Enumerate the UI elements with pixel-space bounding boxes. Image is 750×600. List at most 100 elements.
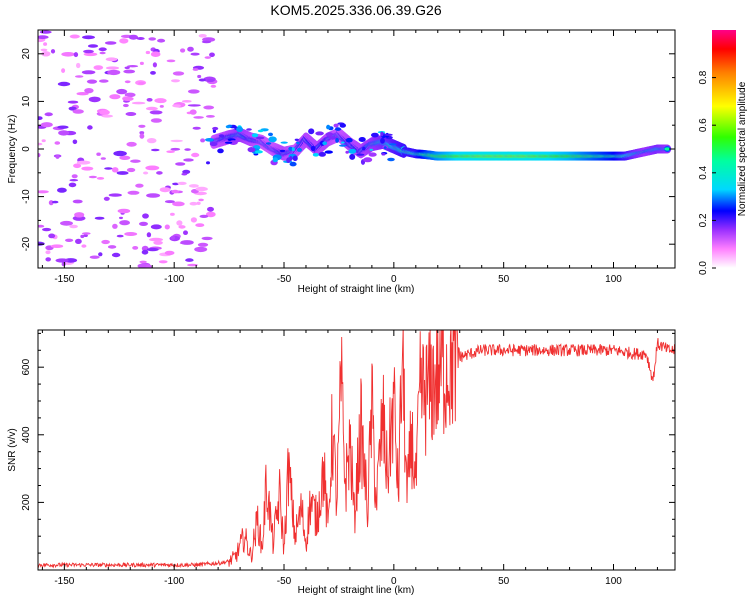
- noise-blob: [206, 78, 215, 83]
- ridge-fragment: [328, 136, 338, 140]
- ridge-fragment: [251, 133, 259, 138]
- spectrogram-y-tick-label: -20: [21, 237, 32, 252]
- ridge-fragment: [345, 137, 353, 143]
- noise-blob: [119, 155, 131, 160]
- ridge-fragment: [387, 157, 395, 162]
- noise-blob: [164, 250, 175, 256]
- noise-blob: [181, 100, 192, 103]
- noise-blob: [83, 49, 94, 54]
- ridge-fragment: [334, 127, 342, 131]
- noise-blob: [73, 163, 82, 169]
- noise-blob: [143, 171, 149, 175]
- noise-blob: [69, 179, 79, 182]
- ridge-fragment: [291, 147, 295, 152]
- noise-blob: [68, 182, 77, 188]
- noise-blob: [99, 51, 106, 55]
- noise-blob: [189, 109, 197, 115]
- noise-blob: [210, 84, 217, 88]
- noise-blob: [93, 65, 104, 70]
- noise-blob: [127, 190, 140, 195]
- noise-blob: [61, 68, 66, 73]
- ridge-fragment: [247, 147, 256, 153]
- figure-title: KOM5.2025.336.06.39.G26: [270, 2, 441, 18]
- noise-blob: [139, 133, 145, 139]
- noise-blob: [44, 112, 53, 117]
- noise-blob: [136, 37, 145, 40]
- noise-blob: [76, 92, 89, 96]
- noise-blob: [125, 112, 137, 116]
- noise-blob: [69, 34, 80, 39]
- noise-blob: [124, 80, 131, 84]
- noise-blob: [69, 224, 78, 229]
- noise-blob: [107, 245, 117, 249]
- ridge-fragment: [326, 124, 331, 130]
- noise-blob: [158, 260, 168, 264]
- noise-blob: [146, 193, 161, 198]
- noise-blob: [150, 71, 156, 75]
- ridge-fragment: [212, 126, 219, 131]
- snr-y-label: SNR (v/v): [7, 428, 18, 471]
- ridge-fragment: [318, 152, 326, 157]
- noise-blob: [207, 206, 214, 212]
- colorbar-gradient: [712, 30, 736, 268]
- noise-blob: [75, 75, 84, 78]
- noise-blob: [145, 165, 160, 171]
- noise-blob: [139, 131, 145, 135]
- noise-blob: [199, 214, 209, 218]
- noise-blob: [58, 130, 70, 136]
- noise-blob: [170, 139, 183, 143]
- noise-blob: [104, 41, 117, 45]
- noise-blob: [191, 152, 200, 158]
- ridge-fragment: [257, 129, 264, 133]
- ridge-fragment: [268, 132, 273, 137]
- noise-blob: [103, 196, 110, 201]
- noise-blob: [87, 125, 93, 130]
- noise-blob: [86, 79, 98, 84]
- noise-blob: [195, 186, 208, 192]
- ridge-fragment: [358, 137, 366, 142]
- noise-blob: [124, 66, 130, 70]
- noise-blob: [52, 200, 59, 204]
- ridge-fragment: [255, 136, 265, 140]
- noise-blob: [38, 153, 41, 158]
- noise-blob: [164, 224, 170, 230]
- noise-blob: [139, 221, 148, 226]
- noise-blob: [201, 236, 213, 241]
- noise-blob: [177, 181, 187, 185]
- noise-blob: [166, 59, 176, 63]
- spectrogram-y-label: Frequency (Hz): [7, 115, 18, 184]
- colorbar-tick-label: 0.2: [698, 213, 709, 227]
- noise-blob: [138, 124, 146, 128]
- ridge-fragment: [349, 153, 356, 160]
- ridge-fragment: [362, 146, 366, 151]
- ridge-fragment: [381, 152, 386, 156]
- noise-blob: [54, 141, 61, 145]
- noise-blob: [88, 96, 101, 103]
- noise-blob: [192, 68, 199, 71]
- noise-blob: [82, 232, 91, 235]
- noise-blob: [205, 115, 215, 118]
- ridge-fragment: [308, 128, 315, 135]
- noise-blob: [101, 239, 110, 245]
- ridge-fragment: [217, 148, 224, 154]
- noise-blob: [61, 52, 75, 57]
- noise-blob: [164, 200, 175, 204]
- ridge-fragment: [229, 140, 238, 146]
- noise-blob: [117, 208, 131, 214]
- noise-blob: [201, 40, 212, 44]
- noise-blob: [135, 183, 144, 188]
- noise-blob: [105, 57, 118, 62]
- noise-blob: [146, 247, 159, 252]
- noise-blob: [190, 52, 200, 56]
- snr-x-tick-label: -100: [164, 576, 184, 587]
- noise-blob: [146, 232, 152, 238]
- noise-blob: [130, 159, 141, 163]
- noise-blob: [123, 69, 136, 74]
- noise-blob: [128, 34, 138, 40]
- spectrogram-x-tick-label: 0: [391, 274, 397, 285]
- noise-blob: [98, 252, 103, 257]
- noise-blob: [84, 88, 94, 94]
- noise-blob: [198, 34, 207, 38]
- ridge-fragment: [368, 152, 377, 157]
